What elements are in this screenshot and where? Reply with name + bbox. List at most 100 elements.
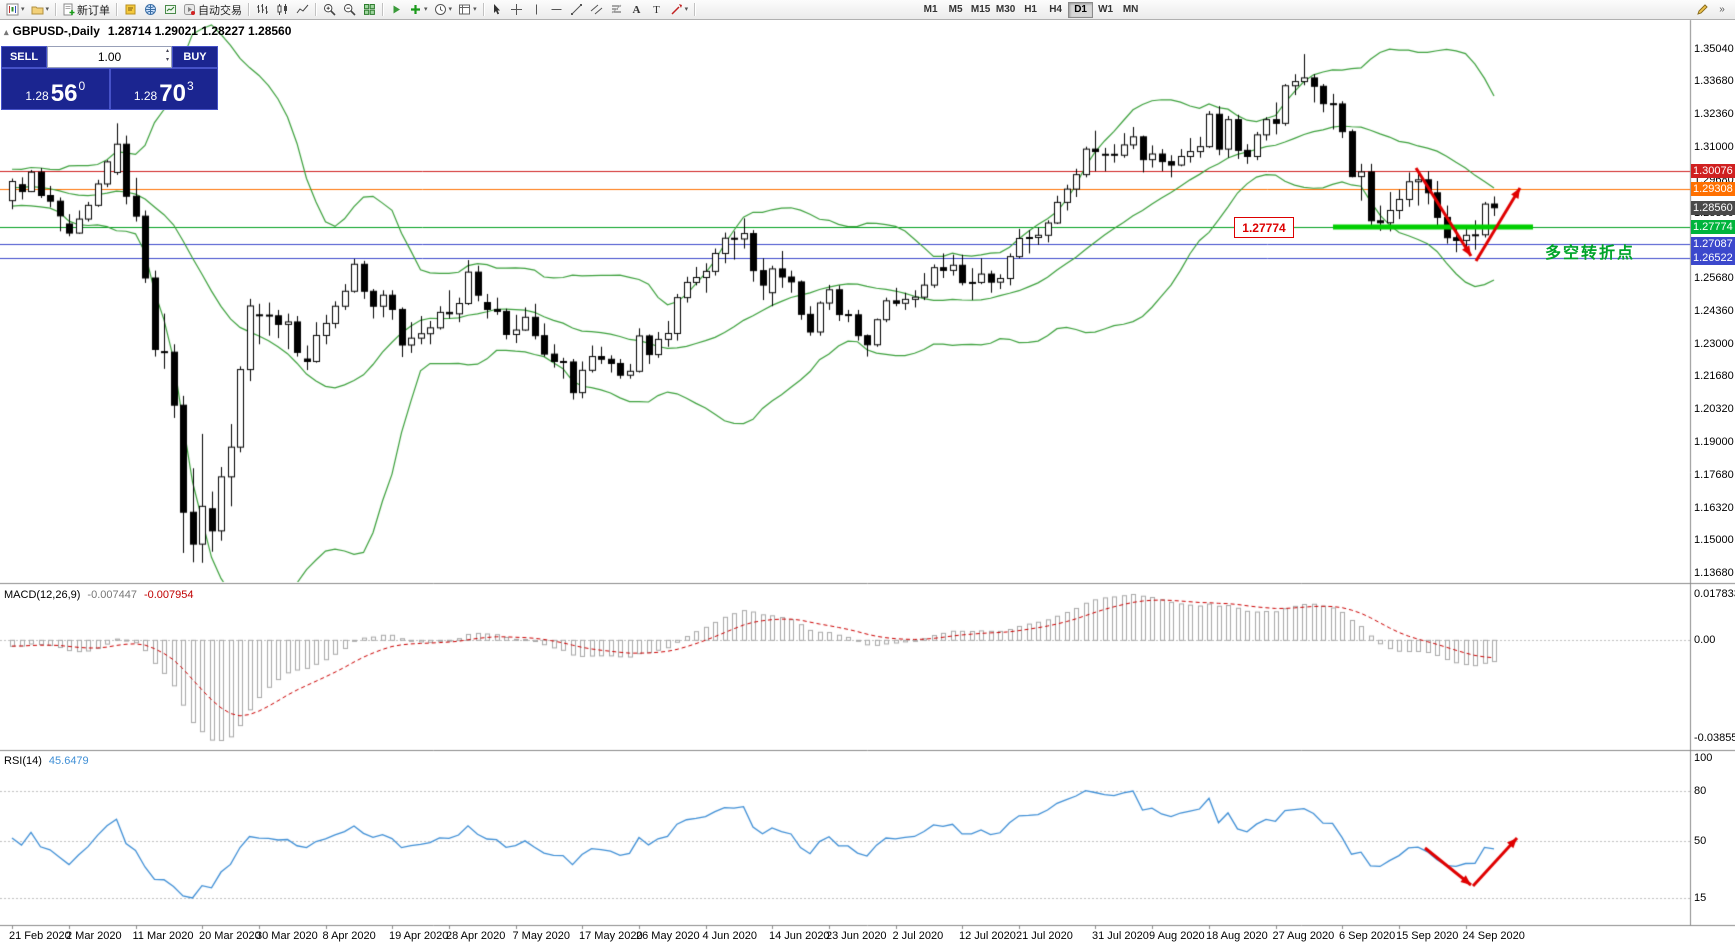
chevron-down-icon: ▾ <box>45 6 50 13</box>
cursor-button[interactable] <box>487 1 507 18</box>
macd-signal-value: -0.007954 <box>143 589 194 601</box>
timeframe-button-h4[interactable]: H4 <box>1043 2 1068 18</box>
buy-price-box[interactable]: 1.28 70 3 <box>109 68 218 110</box>
label-icon: T <box>653 4 660 16</box>
new-order-label: 新订单 <box>77 4 111 17</box>
bar-chart-button[interactable] <box>252 1 272 18</box>
crosshair-button[interactable] <box>507 1 527 18</box>
toolbar-separator <box>382 3 384 16</box>
timeframe-button-h1[interactable]: H1 <box>1018 2 1043 18</box>
symbol-name: GBPUSD-,Daily <box>12 24 100 38</box>
edit-button[interactable] <box>1692 1 1712 18</box>
bars-icon <box>256 4 268 14</box>
pencil-icon <box>1696 4 1708 15</box>
timeframe-button-d1[interactable]: D1 <box>1068 1 1094 18</box>
label-button[interactable]: T <box>647 1 667 18</box>
globe-icon <box>144 4 156 15</box>
indicators-button[interactable]: ▾ <box>406 1 431 18</box>
rsi-indicator-label: RSI(14) 45.6479 <box>4 755 89 767</box>
toolbar-separator <box>694 3 696 16</box>
timeframe-button-m1[interactable]: M1 <box>918 2 943 18</box>
new-order-icon <box>63 3 75 16</box>
sell-price-big: 56 <box>50 80 78 107</box>
buy-price-big: 70 <box>159 80 186 107</box>
channel-button[interactable] <box>587 1 607 18</box>
macd-name: MACD(12,26,9) <box>4 589 81 601</box>
zoom-out-button[interactable] <box>339 1 359 18</box>
rsi-value: 45.6479 <box>48 755 89 767</box>
tile-windows-button[interactable] <box>359 1 379 18</box>
autotrading-icon <box>184 4 196 15</box>
lot-spinner[interactable]: ▴ ▾ <box>166 47 169 65</box>
macd-main-value: -0.007447 <box>87 589 137 601</box>
clock-icon <box>434 4 446 15</box>
toolbar-separator <box>248 3 250 16</box>
chevron-down-icon: ▾ <box>21 6 25 13</box>
autotrading-button[interactable]: 自动交易 <box>180 1 245 18</box>
vertical-line-button[interactable] <box>527 1 547 18</box>
templates-button[interactable]: ▾ <box>455 1 480 18</box>
new-chart-button[interactable]: ▾ <box>3 1 28 18</box>
arrow-tool-icon <box>671 4 682 15</box>
oneclick-toggle-icon[interactable]: ▴ <box>4 27 9 37</box>
horizontal-line-icon <box>551 9 562 10</box>
timeframe-button-mn[interactable]: MN <box>1118 2 1143 18</box>
timeframe-button-m30[interactable]: M30 <box>993 2 1018 18</box>
trendline-button[interactable] <box>567 1 587 18</box>
sell-price-pip: 0 <box>78 79 86 93</box>
zoom-in-button[interactable] <box>319 1 339 18</box>
horizontal-line-button[interactable] <box>547 1 567 18</box>
svg-text:T: T <box>653 4 660 16</box>
svg-text:A: A <box>633 4 641 16</box>
template-icon <box>459 4 471 15</box>
timeframe-button-m15[interactable]: M15 <box>968 2 993 18</box>
toolbar-options-button[interactable]: » <box>1712 1 1732 18</box>
new-order-button[interactable]: 新订单 <box>59 1 113 18</box>
spinner-down-icon[interactable]: ▾ <box>165 57 169 63</box>
trendline-icon <box>571 4 583 15</box>
metaeditor-button[interactable] <box>120 1 140 18</box>
zoom-in-icon <box>323 3 336 16</box>
autotrading-label: 自动交易 <box>198 4 243 17</box>
auto-scroll-button[interactable] <box>386 1 406 18</box>
candlestick-chart-button[interactable] <box>272 1 292 18</box>
profiles-button[interactable]: ▾ <box>28 1 53 18</box>
zoom-out-icon <box>343 3 356 16</box>
sell-price-box[interactable]: 1.28 56 0 <box>1 68 110 110</box>
line-chart-icon <box>296 4 308 14</box>
market-watch-button[interactable] <box>140 1 160 18</box>
toolbar: ▾ ▾ 新订单 自动交易 <box>0 0 1735 20</box>
turning-point-annotation[interactable]: 多空转折点 <box>1545 245 1636 262</box>
fibonacci-button[interactable] <box>607 1 627 18</box>
timeframe-button-w1[interactable]: W1 <box>1093 2 1118 18</box>
sell-button[interactable]: SELL <box>1 46 47 68</box>
cursor-icon <box>494 4 501 15</box>
timeframe-button-m5[interactable]: M5 <box>943 2 968 18</box>
lot-size-field[interactable]: 1.00 ▴ ▾ <box>47 46 172 68</box>
line-chart-button[interactable] <box>292 1 312 18</box>
buy-price-pip: 3 <box>186 79 194 93</box>
editor-icon <box>125 4 136 15</box>
text-button[interactable]: A <box>627 1 647 18</box>
price-level-label[interactable]: 1.27774 <box>1234 217 1294 238</box>
candles-icon <box>277 4 287 15</box>
vertical-line-icon <box>536 4 538 15</box>
one-click-trading-panel: SELL 1.00 ▴ ▾ BUY 1.28 56 0 1.28 70 3 <box>1 46 218 110</box>
fibonacci-icon <box>611 4 622 14</box>
arrows-tool-button[interactable]: ▾ <box>667 1 692 18</box>
toolbar-separator <box>55 3 57 16</box>
chevron-down-icon: ▾ <box>684 6 689 13</box>
buy-button[interactable]: BUY <box>172 46 218 68</box>
toolbar-separator <box>116 3 118 16</box>
chevron-down-icon: ▾ <box>424 6 428 13</box>
chart-title: ▴ GBPUSD-,Daily 1.28714 1.29021 1.28227 1.… <box>4 24 291 38</box>
chevron-down-icon: ▾ <box>448 6 453 13</box>
toolbar-right-group: » <box>1692 1 1732 18</box>
spinner-up-icon[interactable]: ▴ <box>165 48 169 54</box>
strategy-tester-button[interactable] <box>160 1 180 18</box>
channel-icon <box>590 4 603 15</box>
chevron-down-icon: ▾ <box>473 6 477 13</box>
periods-button[interactable]: ▾ <box>431 1 456 18</box>
